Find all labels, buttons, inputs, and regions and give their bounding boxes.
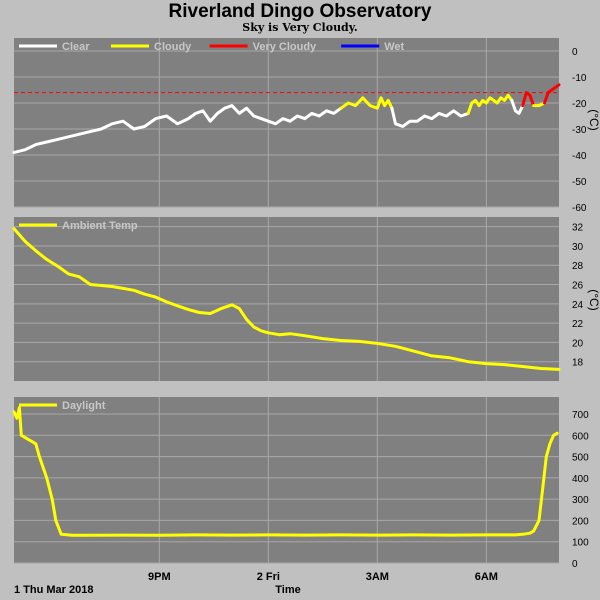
y-tick-label: -40 [572,151,587,162]
y-tick-label: -20 [572,99,587,110]
x-tick-label: 3AM [366,571,389,583]
series-line-cloudy [339,96,394,110]
sky-temp-panel: Clear Cloudy Very Cloudy Wet 0 -10 -20 -30 -40 -… [12,38,600,214]
ambient-legend: Ambient Temp [19,220,138,232]
sky-plot-area [14,38,559,207]
x-tick-label: 9PM [148,571,171,583]
daylight-panel: Daylight 0 100 200 300 400 500 600 700 [12,397,589,570]
y-tick-label: 700 [572,410,589,421]
legend-label: Daylight [62,400,106,412]
series-line-cloudy [532,101,546,108]
y-tick-label: 0 [572,559,578,570]
series-line-clear [510,98,525,115]
sky-grid [14,38,559,208]
series-line-clear [12,104,343,154]
legend-label: Very Cloudy [253,41,317,53]
y-tick-label: -60 [572,203,587,214]
x-axis-start-label: 1 Thu Mar 2018 [14,584,93,596]
page-title: Riverland Dingo Observatory [168,1,432,22]
series-line-ambient-temp [12,227,561,371]
daylight-series [12,406,559,537]
x-axis-label: Time [275,584,300,596]
ambient-temp-panel: Ambient Temp 18 20 22 24 26 28 30 32 (°C) [12,217,600,381]
y-tick-label: 300 [572,495,589,506]
y-tick-label: 18 [572,358,584,369]
series-line-very-cloudy [543,83,561,105]
ambient-plot-area [14,217,559,381]
legend-label: Clear [62,41,90,53]
series-line-cloudy [466,93,514,115]
y-tick-label: -50 [572,177,587,188]
daylight-legend: Daylight [19,400,106,412]
sky-y-ticks: 0 -10 -20 -30 -40 -50 -60 [572,47,587,214]
y-tick-label: 24 [572,300,584,311]
sky-series [12,83,561,154]
legend-label: Ambient Temp [62,220,138,232]
x-axis-ticks: 9PM 2 Fri 3AM 6AM [148,571,498,583]
x-tick-label: 2 Fri [257,571,280,583]
legend-label: Wet [384,41,404,53]
y-tick-label: 26 [572,281,584,292]
series-line-daylight [12,406,559,537]
y-tick-label: 28 [572,261,584,272]
daylight-plot-area [14,397,559,563]
y-tick-label: 22 [572,319,584,330]
y-tick-label: 30 [572,242,584,253]
page-subtitle: Sky is Very Cloudy. [242,21,358,34]
y-tick-label: 32 [572,223,584,234]
sky-legend: Clear Cloudy Very Cloudy Wet [19,41,405,53]
series-line-very-cloudy [521,91,536,108]
x-tick-label: 6AM [475,571,498,583]
y-tick-label: 600 [572,431,589,442]
y-tick-label: 20 [572,338,584,349]
y-tick-label: -30 [572,125,587,136]
y-tick-label: 200 [572,516,589,527]
y-tick-label: 100 [572,538,589,549]
y-tick-label: -10 [572,73,587,84]
ambient-series [12,227,561,371]
series-line-clear [390,106,470,128]
y-tick-label: 400 [572,474,589,485]
ambient-y-label: (°C) [587,289,600,310]
y-tick-label: 0 [572,47,578,58]
y-tick-label: 500 [572,453,589,464]
sky-y-label: (°C) [587,109,600,130]
ambient-y-ticks: 18 20 22 24 26 28 30 32 [572,223,584,369]
legend-label: Cloudy [154,41,192,53]
daylight-y-ticks: 0 100 200 300 400 500 600 700 [572,410,589,570]
